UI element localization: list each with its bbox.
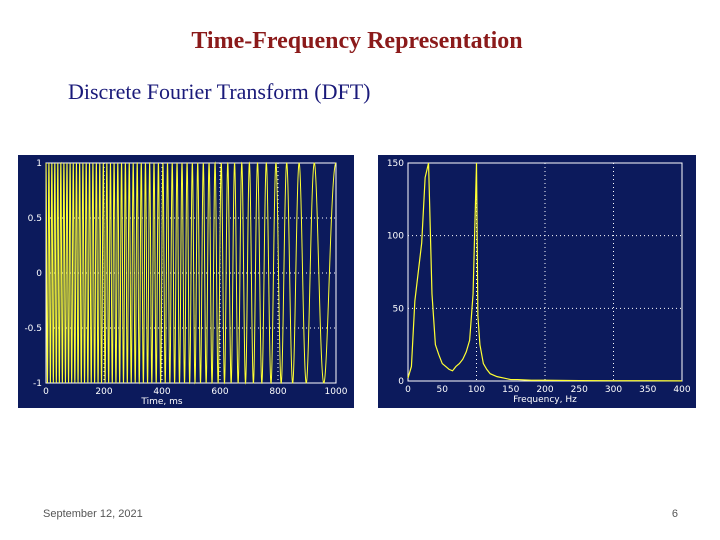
slide-subtitle: Discrete Fourier Transform (DFT)	[68, 79, 371, 104]
x-tick-label: 0	[405, 385, 411, 395]
x-tick-label: 150	[502, 385, 519, 395]
y-tick-label: 150	[387, 159, 404, 169]
x-tick-label: 350	[639, 385, 656, 395]
x-tick-label: 300	[605, 385, 622, 395]
x-tick-label: 200	[536, 385, 553, 395]
page-number: 6	[671, 508, 678, 520]
y-tick-label: 1	[36, 159, 42, 169]
chirp-signal-line	[45, 161, 337, 385]
time-domain-chart-svg: 0 200 400 600 800 1000 1 0.5 0 -0.5 -1 Time, ms	[24, 159, 348, 407]
time-domain-plot: 0 200 400 600 800 1000 1 0.5 0 -0.5 -1 Time, ms	[18, 155, 354, 408]
footer-date: September 12, 2021	[43, 508, 143, 520]
x-axis-label: Time, ms	[140, 397, 183, 407]
x-tick-label: 1000	[325, 387, 348, 397]
x-tick-label: 0	[43, 387, 49, 397]
x-tick-label: 600	[211, 387, 228, 397]
x-tick-label: 50	[437, 385, 449, 395]
y-tick-label: 100	[387, 232, 404, 242]
y-tick-label: 0	[398, 377, 404, 387]
x-tick-label: 100	[468, 385, 485, 395]
frequency-domain-chart-svg: 0 50 100 150 200 250 300 350 400 150 100 50 0 Frequen…	[387, 159, 691, 405]
y-tick-label: 50	[393, 304, 405, 314]
spectrum-line	[407, 162, 683, 382]
y-tick-label: -1	[33, 379, 42, 389]
x-tick-label: 200	[95, 387, 112, 397]
slide-title: Time-Frequency Representation	[191, 28, 523, 54]
x-tick-label: 250	[571, 385, 588, 395]
frequency-domain-plot: 0 50 100 150 200 250 300 350 400 150 100 50 0 Frequen…	[378, 155, 696, 408]
y-tick-label: 0.5	[28, 214, 42, 224]
x-tick-label: 400	[153, 387, 170, 397]
x-tick-label: 400	[673, 385, 690, 395]
y-tick-label: -0.5	[24, 324, 42, 334]
x-tick-label: 800	[269, 387, 286, 397]
y-tick-label: 0	[36, 269, 42, 279]
x-axis-label: Frequency, Hz	[513, 395, 577, 405]
